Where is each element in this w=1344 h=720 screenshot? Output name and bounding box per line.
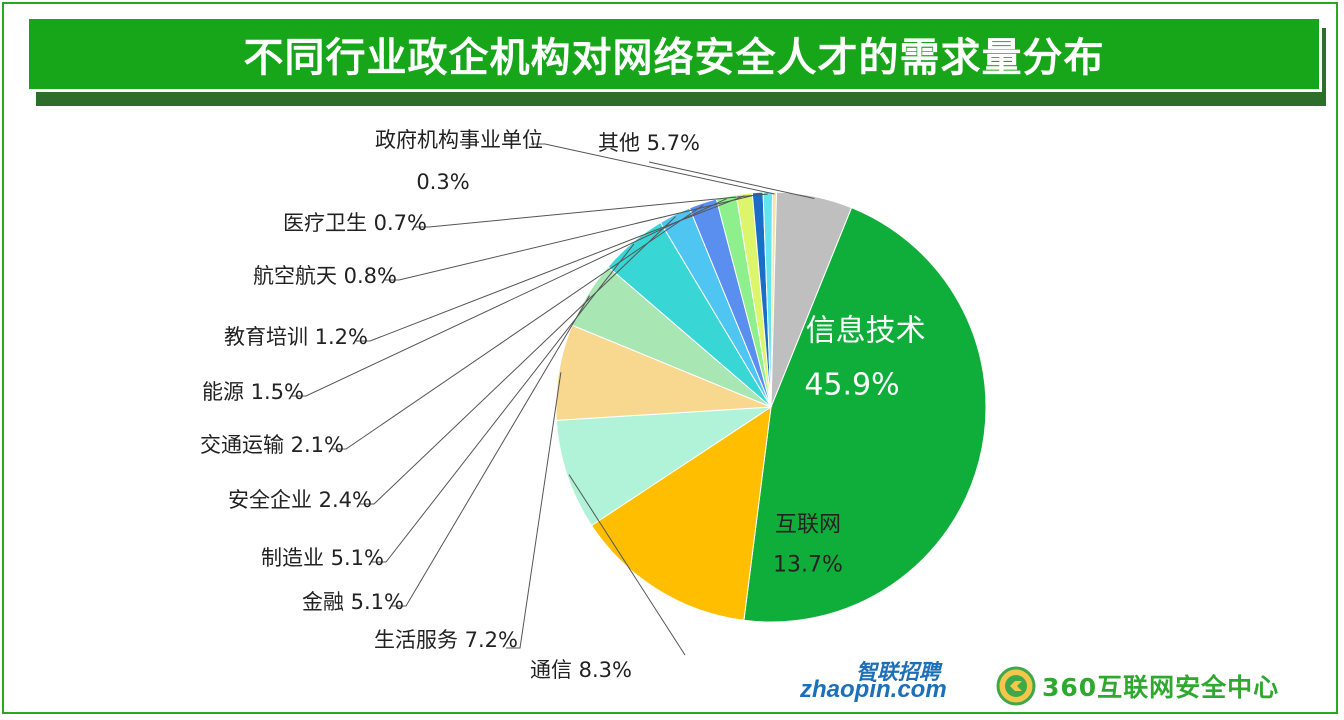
pie-slice-1 <box>590 405 772 621</box>
zhaopin-logo: 智联招聘 zhaopin.com <box>800 656 960 706</box>
leader-line-4 <box>392 295 590 607</box>
slice-value-1: 13.7% <box>773 553 843 578</box>
slice-label-6: 安全企业 2.4% <box>228 488 372 512</box>
leader-line-7 <box>332 204 704 450</box>
shield-emblem-icon <box>996 666 1036 706</box>
slice-value-12: 0.3% <box>416 170 469 194</box>
pie-slice-13 <box>770 191 853 408</box>
leader-line-13 <box>648 161 815 199</box>
leader-line-3 <box>506 372 562 649</box>
zhaopin-logo-cn: 智联招聘 <box>856 660 940 684</box>
slice-label-12: 政府机构事业单位 <box>375 128 543 152</box>
leader-line-5 <box>372 243 635 563</box>
slice-label-9: 教育培训 1.2% <box>224 325 368 349</box>
leader-line-11 <box>415 193 768 228</box>
slice-label-4: 金融 5.1% <box>302 590 404 614</box>
slice-label-5: 制造业 5.1% <box>261 546 384 570</box>
safety-center-text: 360互联网安全中心 <box>1042 673 1280 702</box>
slice-label-13: 其他 5.7% <box>598 131 700 155</box>
chart-title: 不同行业政企机构对网络安全人才的需求量分布 <box>243 35 1105 81</box>
slice-label-10: 航空航天 0.8% <box>253 264 397 288</box>
slice-label-11: 医疗卫生 0.7% <box>283 211 427 235</box>
slice-label-7: 交通运输 2.1% <box>200 433 344 457</box>
title-bar: 不同行业政企机构对网络安全人才的需求量分布 <box>26 16 1322 92</box>
slice-label-1: 互联网 <box>775 513 841 538</box>
slice-label-2: 通信 8.3% <box>530 658 632 682</box>
zhaopin-logo-en: zhaopin.com <box>800 676 947 703</box>
leader-line-9 <box>356 195 745 342</box>
leader-line-8 <box>292 198 727 397</box>
slice-value-0: 45.9% <box>804 368 899 403</box>
safety-center-logo: 360互联网安全中心 <box>996 664 1336 708</box>
slice-label-3: 生活服务 7.2% <box>374 628 518 652</box>
pie-slice-2 <box>555 406 773 527</box>
leader-line-12 <box>531 143 775 195</box>
leader-line-2 <box>568 474 686 656</box>
leader-line-10 <box>385 193 758 281</box>
leader-line-6 <box>360 216 676 505</box>
pie-slice-0 <box>743 207 987 623</box>
slice-label-8: 能源 1.5% <box>202 380 304 404</box>
